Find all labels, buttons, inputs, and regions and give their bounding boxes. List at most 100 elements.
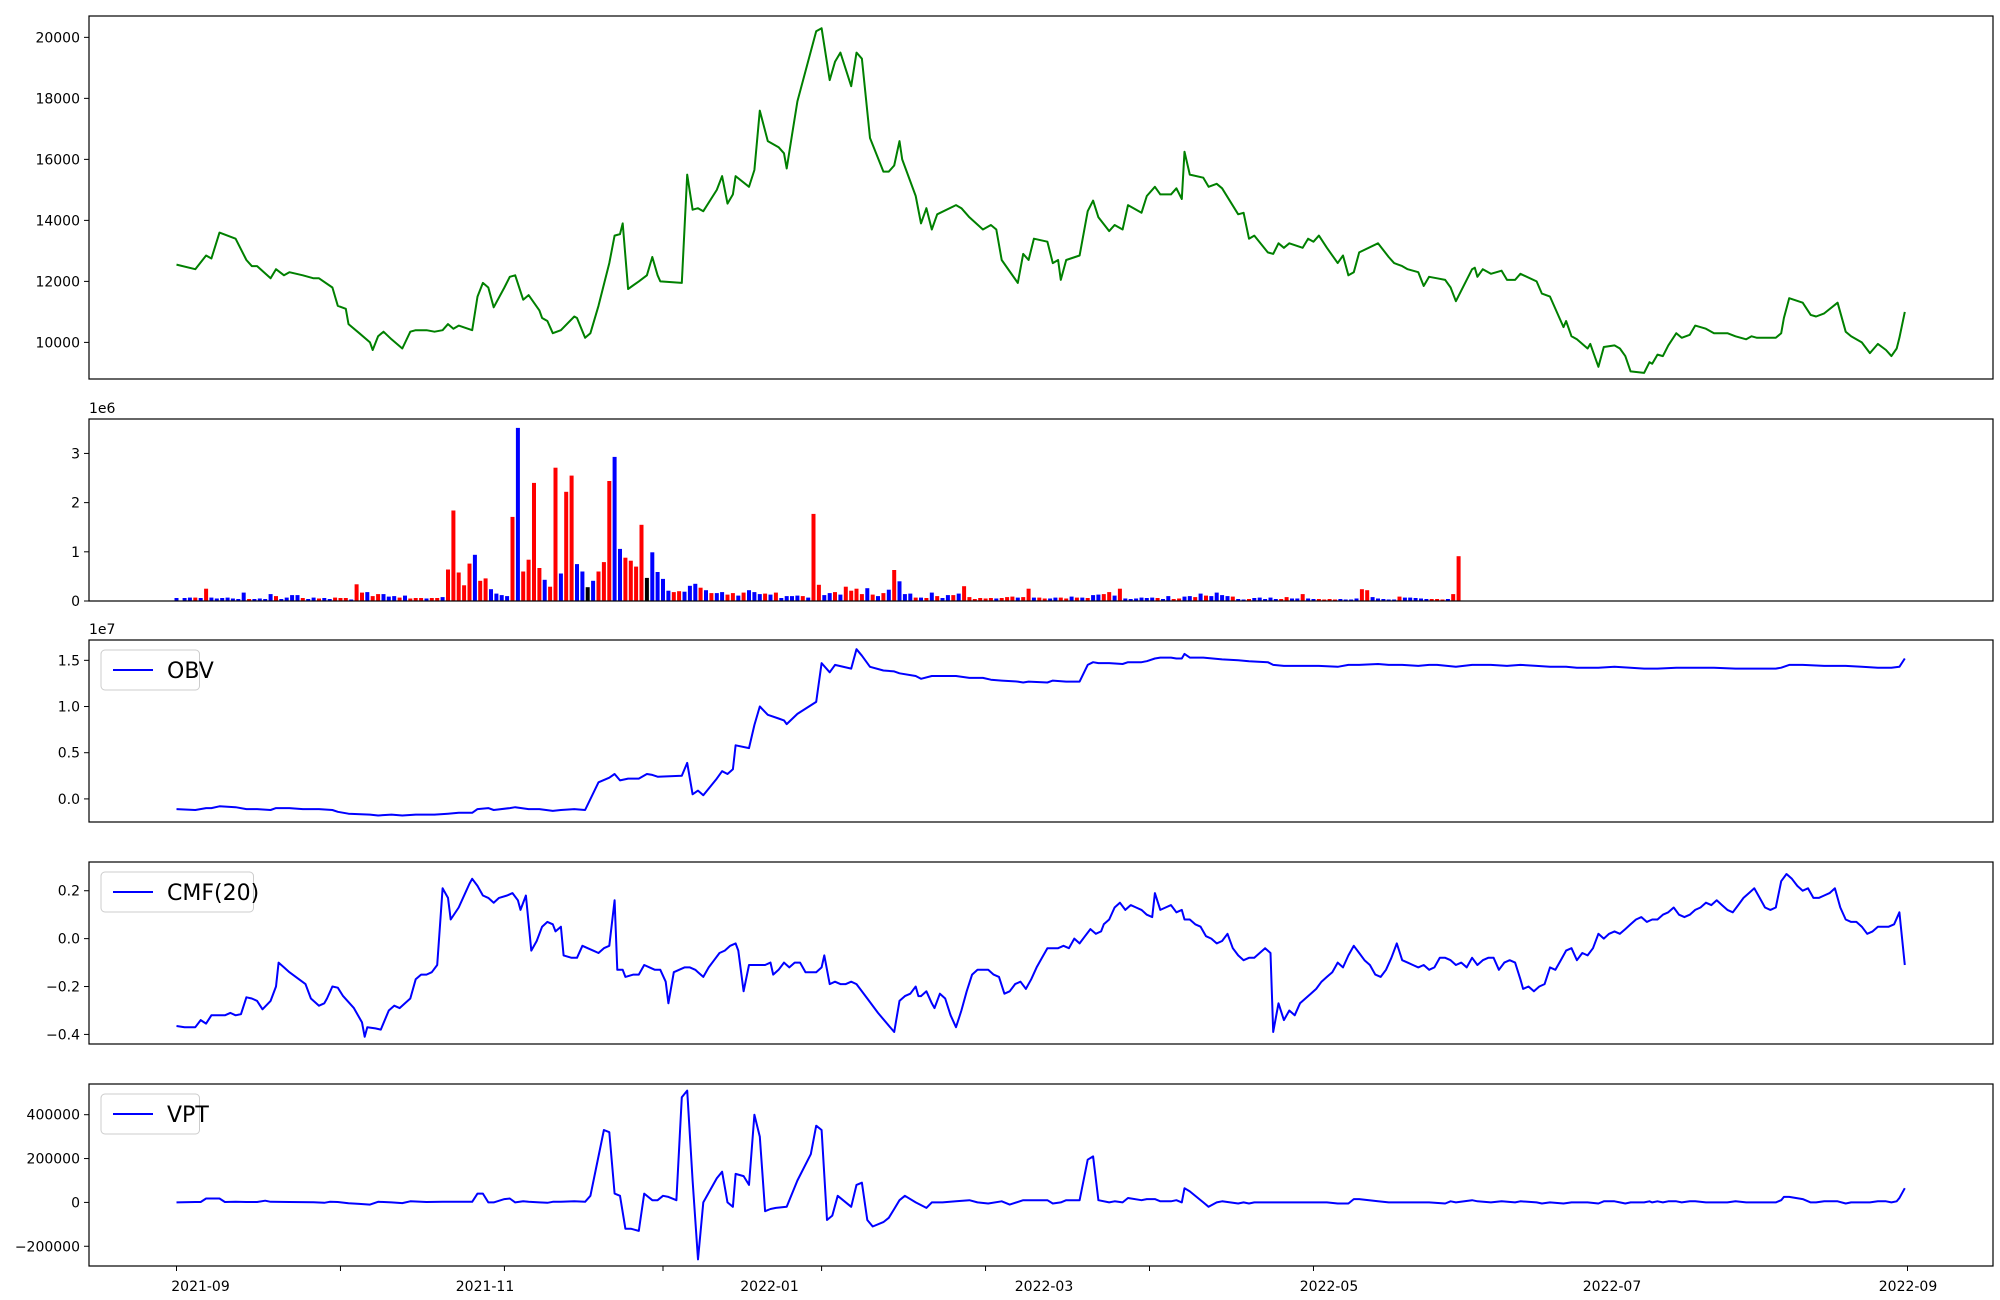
volume-bar bbox=[714, 593, 719, 601]
y-tick-label: 1.0 bbox=[58, 700, 80, 716]
volume-bar bbox=[306, 599, 311, 601]
volume-bar bbox=[752, 592, 757, 601]
volume-bar bbox=[569, 475, 574, 601]
volume-bar bbox=[951, 595, 956, 601]
axes-frame-volume bbox=[88, 418, 1994, 602]
volume-bar bbox=[499, 595, 504, 601]
volume-bar bbox=[1053, 597, 1058, 601]
volume-bar bbox=[462, 585, 467, 601]
volume-bar bbox=[1322, 599, 1327, 601]
panel-obv: 0.0 0.5 1.0 1.5 1e7 OBV bbox=[58, 622, 1994, 823]
axes-frame-price bbox=[88, 15, 1994, 380]
volume-bar bbox=[983, 598, 988, 601]
volume-bar bbox=[370, 596, 375, 601]
volume-bar bbox=[419, 598, 424, 601]
volume-bar bbox=[1306, 598, 1311, 601]
volume-bar bbox=[1343, 599, 1348, 601]
axes-frame-cmf bbox=[88, 861, 1994, 1045]
volume-bar bbox=[268, 594, 273, 601]
volume-bar bbox=[1365, 590, 1370, 601]
x-tick-label: 2022-05 bbox=[1300, 1279, 1359, 1295]
volume-bar bbox=[1117, 588, 1122, 601]
volume-bar bbox=[854, 588, 859, 601]
series-line-price bbox=[176, 27, 1906, 374]
volume-bar bbox=[1236, 599, 1241, 601]
volume-bar bbox=[440, 597, 445, 601]
volume-bar bbox=[661, 578, 665, 601]
volume-bar bbox=[682, 591, 687, 601]
volume-bar bbox=[381, 594, 386, 601]
volume-bar bbox=[451, 510, 456, 601]
volume-bar bbox=[806, 597, 811, 601]
volume-bar bbox=[800, 596, 805, 601]
series-line-vpt bbox=[176, 1089, 1906, 1261]
volume-bar bbox=[843, 586, 848, 601]
volume-bar bbox=[945, 595, 950, 601]
volume-bar bbox=[725, 594, 730, 601]
volume-bar bbox=[956, 593, 961, 601]
volume-bar bbox=[311, 597, 316, 601]
volume-bar bbox=[886, 589, 891, 601]
x-tick-label: 2022-07 bbox=[1583, 1279, 1642, 1295]
volume-bar bbox=[247, 599, 252, 601]
volume-bar bbox=[730, 593, 735, 601]
volume-bar bbox=[585, 587, 590, 601]
volume-bar bbox=[386, 596, 391, 601]
volume-bar bbox=[687, 585, 692, 601]
volume-bar bbox=[397, 597, 402, 601]
volume-bar bbox=[1026, 588, 1031, 601]
volume-bar bbox=[327, 599, 332, 601]
volume-bar bbox=[1177, 598, 1182, 601]
volume-bar bbox=[1440, 599, 1445, 601]
volume-bar bbox=[994, 598, 999, 601]
axes-frame-obv bbox=[88, 639, 1994, 823]
volume-bar bbox=[360, 592, 364, 601]
volume-bar bbox=[526, 559, 531, 601]
volume-bar bbox=[1209, 596, 1214, 601]
volume-bar bbox=[290, 595, 295, 601]
volume-bar bbox=[1327, 599, 1332, 601]
volume-bar bbox=[279, 599, 284, 601]
volume-bar bbox=[1424, 599, 1429, 601]
y-tick-label: 1 bbox=[71, 545, 80, 561]
legend-obv: OBV bbox=[100, 649, 214, 691]
volume-bar bbox=[1155, 598, 1160, 601]
volume-bar bbox=[1257, 597, 1262, 601]
volume-bar bbox=[999, 598, 1004, 601]
volume-bar bbox=[1451, 594, 1456, 601]
volume-bar bbox=[881, 593, 886, 601]
volume-bar bbox=[241, 592, 246, 601]
volume-bar bbox=[1252, 598, 1257, 601]
volume-bar bbox=[897, 581, 902, 601]
volume-bar bbox=[1187, 596, 1192, 601]
volume-bar bbox=[811, 513, 816, 601]
x-tick-label: 2022-03 bbox=[1015, 1279, 1074, 1295]
volume-bar bbox=[924, 598, 929, 601]
volume-bar bbox=[1333, 599, 1337, 601]
volume-bar bbox=[639, 524, 644, 601]
volume-bar bbox=[1300, 594, 1305, 601]
volume-bar bbox=[666, 590, 671, 601]
volume-bar bbox=[1074, 597, 1079, 601]
panel-cmf: −0.4 −0.2 0.0 0.2 CMF(20) bbox=[46, 861, 1994, 1045]
volume-bar bbox=[349, 599, 354, 601]
volume-bar bbox=[1456, 556, 1461, 601]
volume-bar bbox=[698, 587, 703, 601]
volume-bar bbox=[1171, 599, 1176, 601]
volume-bar bbox=[741, 592, 746, 601]
y-tick-label: 2 bbox=[71, 496, 80, 512]
volume-bar bbox=[1397, 596, 1402, 601]
volume-bar bbox=[1080, 597, 1085, 601]
y-tick-label: 0 bbox=[71, 594, 80, 610]
volume-bar bbox=[876, 596, 880, 601]
volume-bar bbox=[1058, 597, 1063, 601]
volume-bar bbox=[644, 577, 649, 601]
volume-bar bbox=[1042, 598, 1047, 601]
volume-bar bbox=[376, 594, 381, 601]
y-tick-label: −0.2 bbox=[46, 980, 80, 996]
volume-bar bbox=[424, 598, 429, 601]
y-tick-label: 1.5 bbox=[58, 653, 80, 669]
volume-bar bbox=[1069, 596, 1074, 601]
volume-bar bbox=[467, 563, 472, 601]
volume-bar bbox=[429, 598, 434, 601]
